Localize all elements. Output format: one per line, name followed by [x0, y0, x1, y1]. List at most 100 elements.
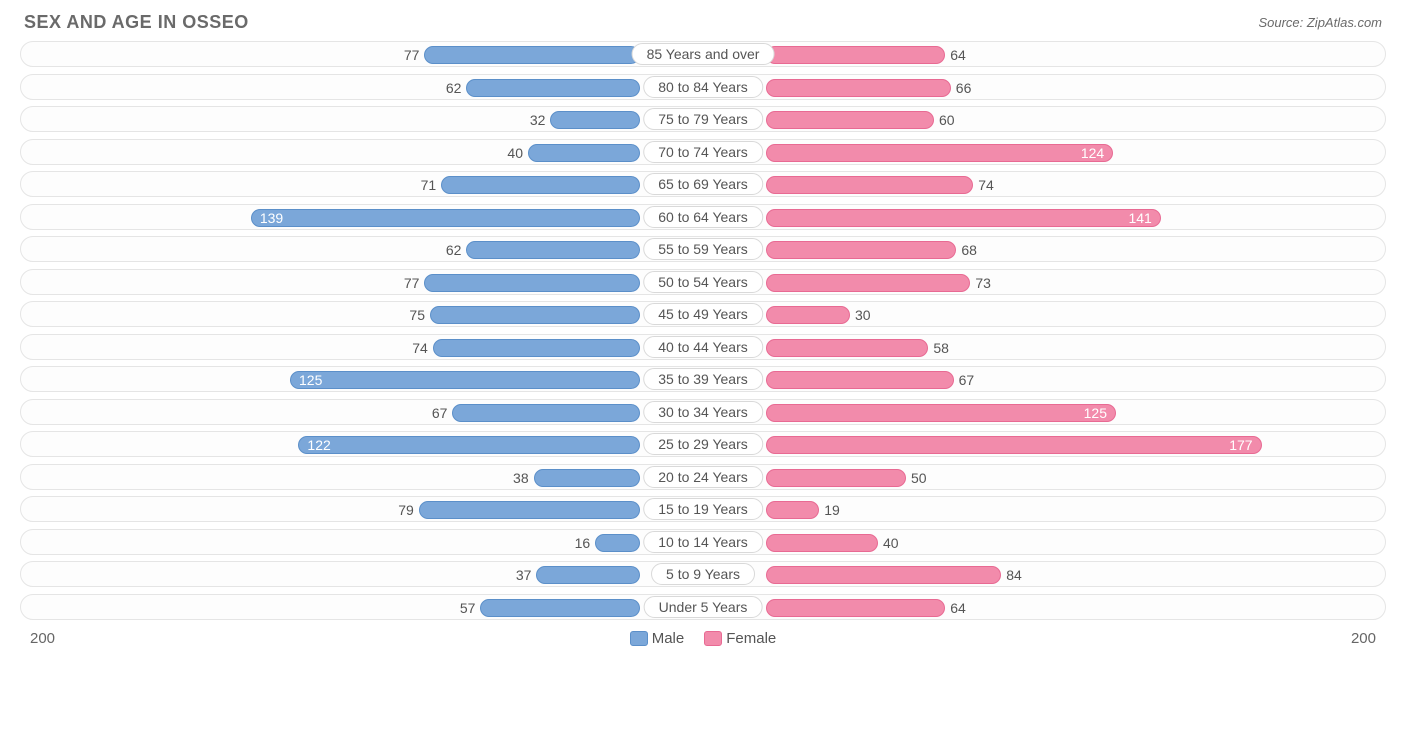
age-range-label: 15 to 19 Years — [643, 498, 763, 520]
female-value: 66 — [956, 80, 972, 96]
male-bar: 40 — [528, 144, 640, 162]
female-value: 84 — [1006, 567, 1022, 583]
male-value: 57 — [460, 600, 476, 616]
chart-footer: 200 Male Female 200 — [0, 626, 1406, 647]
age-row: 60 to 64 Years 139 141 — [20, 204, 1386, 230]
female-value: 74 — [978, 177, 994, 193]
male-bar: 79 — [419, 501, 640, 519]
female-bar: 124 — [766, 144, 1113, 162]
male-value: 77 — [404, 275, 420, 291]
age-range-label: 40 to 44 Years — [643, 336, 763, 358]
male-bar: 125 — [290, 371, 640, 389]
male-bar: 32 — [550, 111, 640, 129]
age-row: 30 to 34 Years67 125 — [20, 399, 1386, 425]
female-bar: 58 — [766, 339, 928, 357]
age-row: 40 to 44 Years7458 — [20, 334, 1386, 360]
male-value: 62 — [446, 242, 462, 258]
female-value: 73 — [975, 275, 991, 291]
age-row: 5 to 9 Years 37 84 — [20, 561, 1386, 587]
male-value: 32 — [530, 112, 546, 128]
male-value: 37 — [516, 567, 532, 583]
male-bar: 62 — [466, 241, 640, 259]
age-range-label: 50 to 54 Years — [643, 271, 763, 293]
age-range-label: 5 to 9 Years — [651, 563, 755, 585]
age-range-label: 65 to 69 Years — [643, 173, 763, 195]
male-value: 139 — [260, 210, 283, 226]
female-bar: 60 — [766, 111, 934, 129]
age-row: 15 to 19 Years7919 — [20, 496, 1386, 522]
male-bar: 16 — [595, 534, 640, 552]
chart-header: SEX AND AGE IN OSSEO Source: ZipAtlas.co… — [0, 0, 1406, 41]
age-row: 70 to 74 Years40124 — [20, 139, 1386, 165]
male-value: 71 — [421, 177, 437, 193]
chart-source: Source: ZipAtlas.com — [1258, 15, 1382, 30]
male-value: 16 — [575, 535, 591, 551]
age-range-label: 55 to 59 Years — [643, 238, 763, 260]
male-value: 77 — [404, 47, 420, 63]
age-row: 20 to 24 Years3850 — [20, 464, 1386, 490]
male-bar: 67 — [452, 404, 640, 422]
female-bar: 68 — [766, 241, 956, 259]
male-value: 38 — [513, 470, 529, 486]
male-bar: 57 — [480, 599, 640, 617]
female-bar: 177 — [766, 436, 1262, 454]
age-range-label: 70 to 74 Years — [643, 141, 763, 163]
female-bar: 141 — [766, 209, 1161, 227]
age-range-label: 75 to 79 Years — [643, 108, 763, 130]
legend-male-label: Male — [652, 630, 685, 647]
age-range-label: 10 to 14 Years — [643, 531, 763, 553]
age-range-label: 80 to 84 Years — [643, 76, 763, 98]
age-row: 85 Years and over7764 — [20, 41, 1386, 67]
legend-female-label: Female — [726, 630, 776, 647]
male-bar: 122 — [298, 436, 640, 454]
female-value: 64 — [950, 600, 966, 616]
age-row: Under 5 Years5764 — [20, 594, 1386, 620]
male-bar: 75 — [430, 306, 640, 324]
age-range-label: 30 to 34 Years — [643, 401, 763, 423]
age-row: 50 to 54 Years 77 73 — [20, 269, 1386, 295]
female-bar: 64 — [766, 46, 945, 64]
female-bar: 64 — [766, 599, 945, 617]
age-range-label: 25 to 29 Years — [643, 433, 763, 455]
age-range-label: Under 5 Years — [644, 596, 763, 618]
female-value: 50 — [911, 470, 927, 486]
female-value: 58 — [933, 340, 949, 356]
male-bar: 77 — [424, 46, 640, 64]
male-value: 79 — [398, 502, 414, 518]
male-bar: 71 — [441, 176, 640, 194]
female-bar: 125 — [766, 404, 1116, 422]
axis-left-max: 200 — [30, 630, 55, 647]
age-range-label: 60 to 64 Years — [643, 206, 763, 228]
age-row: 75 to 79 Years3260 — [20, 106, 1386, 132]
female-value: 40 — [883, 535, 899, 551]
female-value: 177 — [1229, 437, 1252, 453]
male-value: 40 — [507, 145, 523, 161]
axis-right-max: 200 — [1351, 630, 1376, 647]
chart-legend: Male Female — [630, 630, 777, 647]
female-bar: 30 — [766, 306, 850, 324]
female-value: 60 — [939, 112, 955, 128]
legend-female: Female — [704, 630, 776, 647]
female-value: 141 — [1128, 210, 1151, 226]
age-row: 80 to 84 Years 62 66 — [20, 74, 1386, 100]
population-pyramid-chart: 85 Years and over776480 to 84 Years62667… — [0, 41, 1406, 620]
female-bar: 40 — [766, 534, 878, 552]
male-value: 122 — [307, 437, 330, 453]
female-bar: 73 — [766, 274, 970, 292]
male-swatch-icon — [630, 631, 648, 646]
male-value: 125 — [299, 372, 322, 388]
female-value: 125 — [1084, 405, 1107, 421]
female-bar: 84 — [766, 566, 1001, 584]
female-value: 68 — [961, 242, 977, 258]
male-bar: 74 — [433, 339, 640, 357]
age-row: 45 to 49 Years7530 — [20, 301, 1386, 327]
male-bar: 37 — [536, 566, 640, 584]
female-bar: 19 — [766, 501, 819, 519]
age-row: 25 to 29 Years 122 177 — [20, 431, 1386, 457]
female-value: 64 — [950, 47, 966, 63]
male-value: 62 — [446, 80, 462, 96]
female-bar: 66 — [766, 79, 951, 97]
male-value: 75 — [409, 307, 425, 323]
male-value: 74 — [412, 340, 428, 356]
female-value: 124 — [1081, 145, 1104, 161]
